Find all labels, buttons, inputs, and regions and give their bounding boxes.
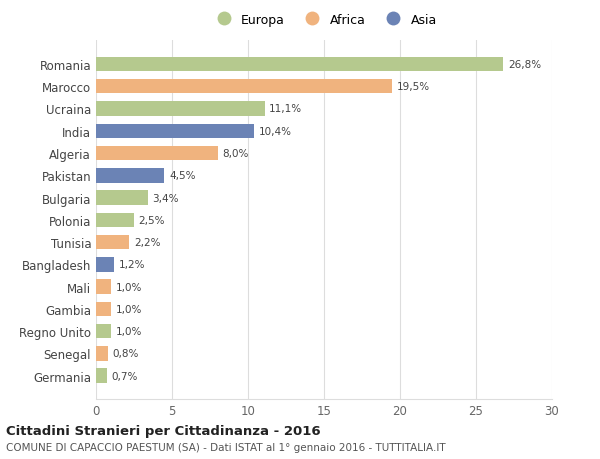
Bar <box>96 57 503 72</box>
Bar <box>96 146 218 161</box>
Text: 10,4%: 10,4% <box>259 127 292 136</box>
Bar <box>96 191 148 205</box>
Bar <box>96 324 111 339</box>
Bar <box>96 257 114 272</box>
Text: 2,5%: 2,5% <box>139 215 165 225</box>
Text: 26,8%: 26,8% <box>508 60 541 70</box>
Bar <box>96 124 254 139</box>
Text: 2,2%: 2,2% <box>134 238 161 247</box>
Text: COMUNE DI CAPACCIO PAESTUM (SA) - Dati ISTAT al 1° gennaio 2016 - TUTTITALIA.IT: COMUNE DI CAPACCIO PAESTUM (SA) - Dati I… <box>6 442 446 452</box>
Bar <box>96 213 134 228</box>
Bar <box>96 369 107 383</box>
Text: 11,1%: 11,1% <box>269 104 302 114</box>
Text: 0,8%: 0,8% <box>113 349 139 358</box>
Text: 1,2%: 1,2% <box>119 260 145 270</box>
Legend: Europa, Africa, Asia: Europa, Africa, Asia <box>206 9 442 32</box>
Text: 19,5%: 19,5% <box>397 82 430 92</box>
Text: Cittadini Stranieri per Cittadinanza - 2016: Cittadini Stranieri per Cittadinanza - 2… <box>6 425 320 437</box>
Bar <box>96 347 108 361</box>
Text: 1,0%: 1,0% <box>116 282 142 292</box>
Text: 1,0%: 1,0% <box>116 304 142 314</box>
Text: 8,0%: 8,0% <box>222 149 248 159</box>
Bar <box>96 302 111 316</box>
Bar <box>96 80 392 94</box>
Bar <box>96 102 265 117</box>
Bar <box>96 235 130 250</box>
Bar <box>96 168 164 183</box>
Text: 0,7%: 0,7% <box>111 371 137 381</box>
Bar <box>96 280 111 294</box>
Text: 4,5%: 4,5% <box>169 171 196 181</box>
Text: 3,4%: 3,4% <box>152 193 179 203</box>
Text: 1,0%: 1,0% <box>116 326 142 336</box>
